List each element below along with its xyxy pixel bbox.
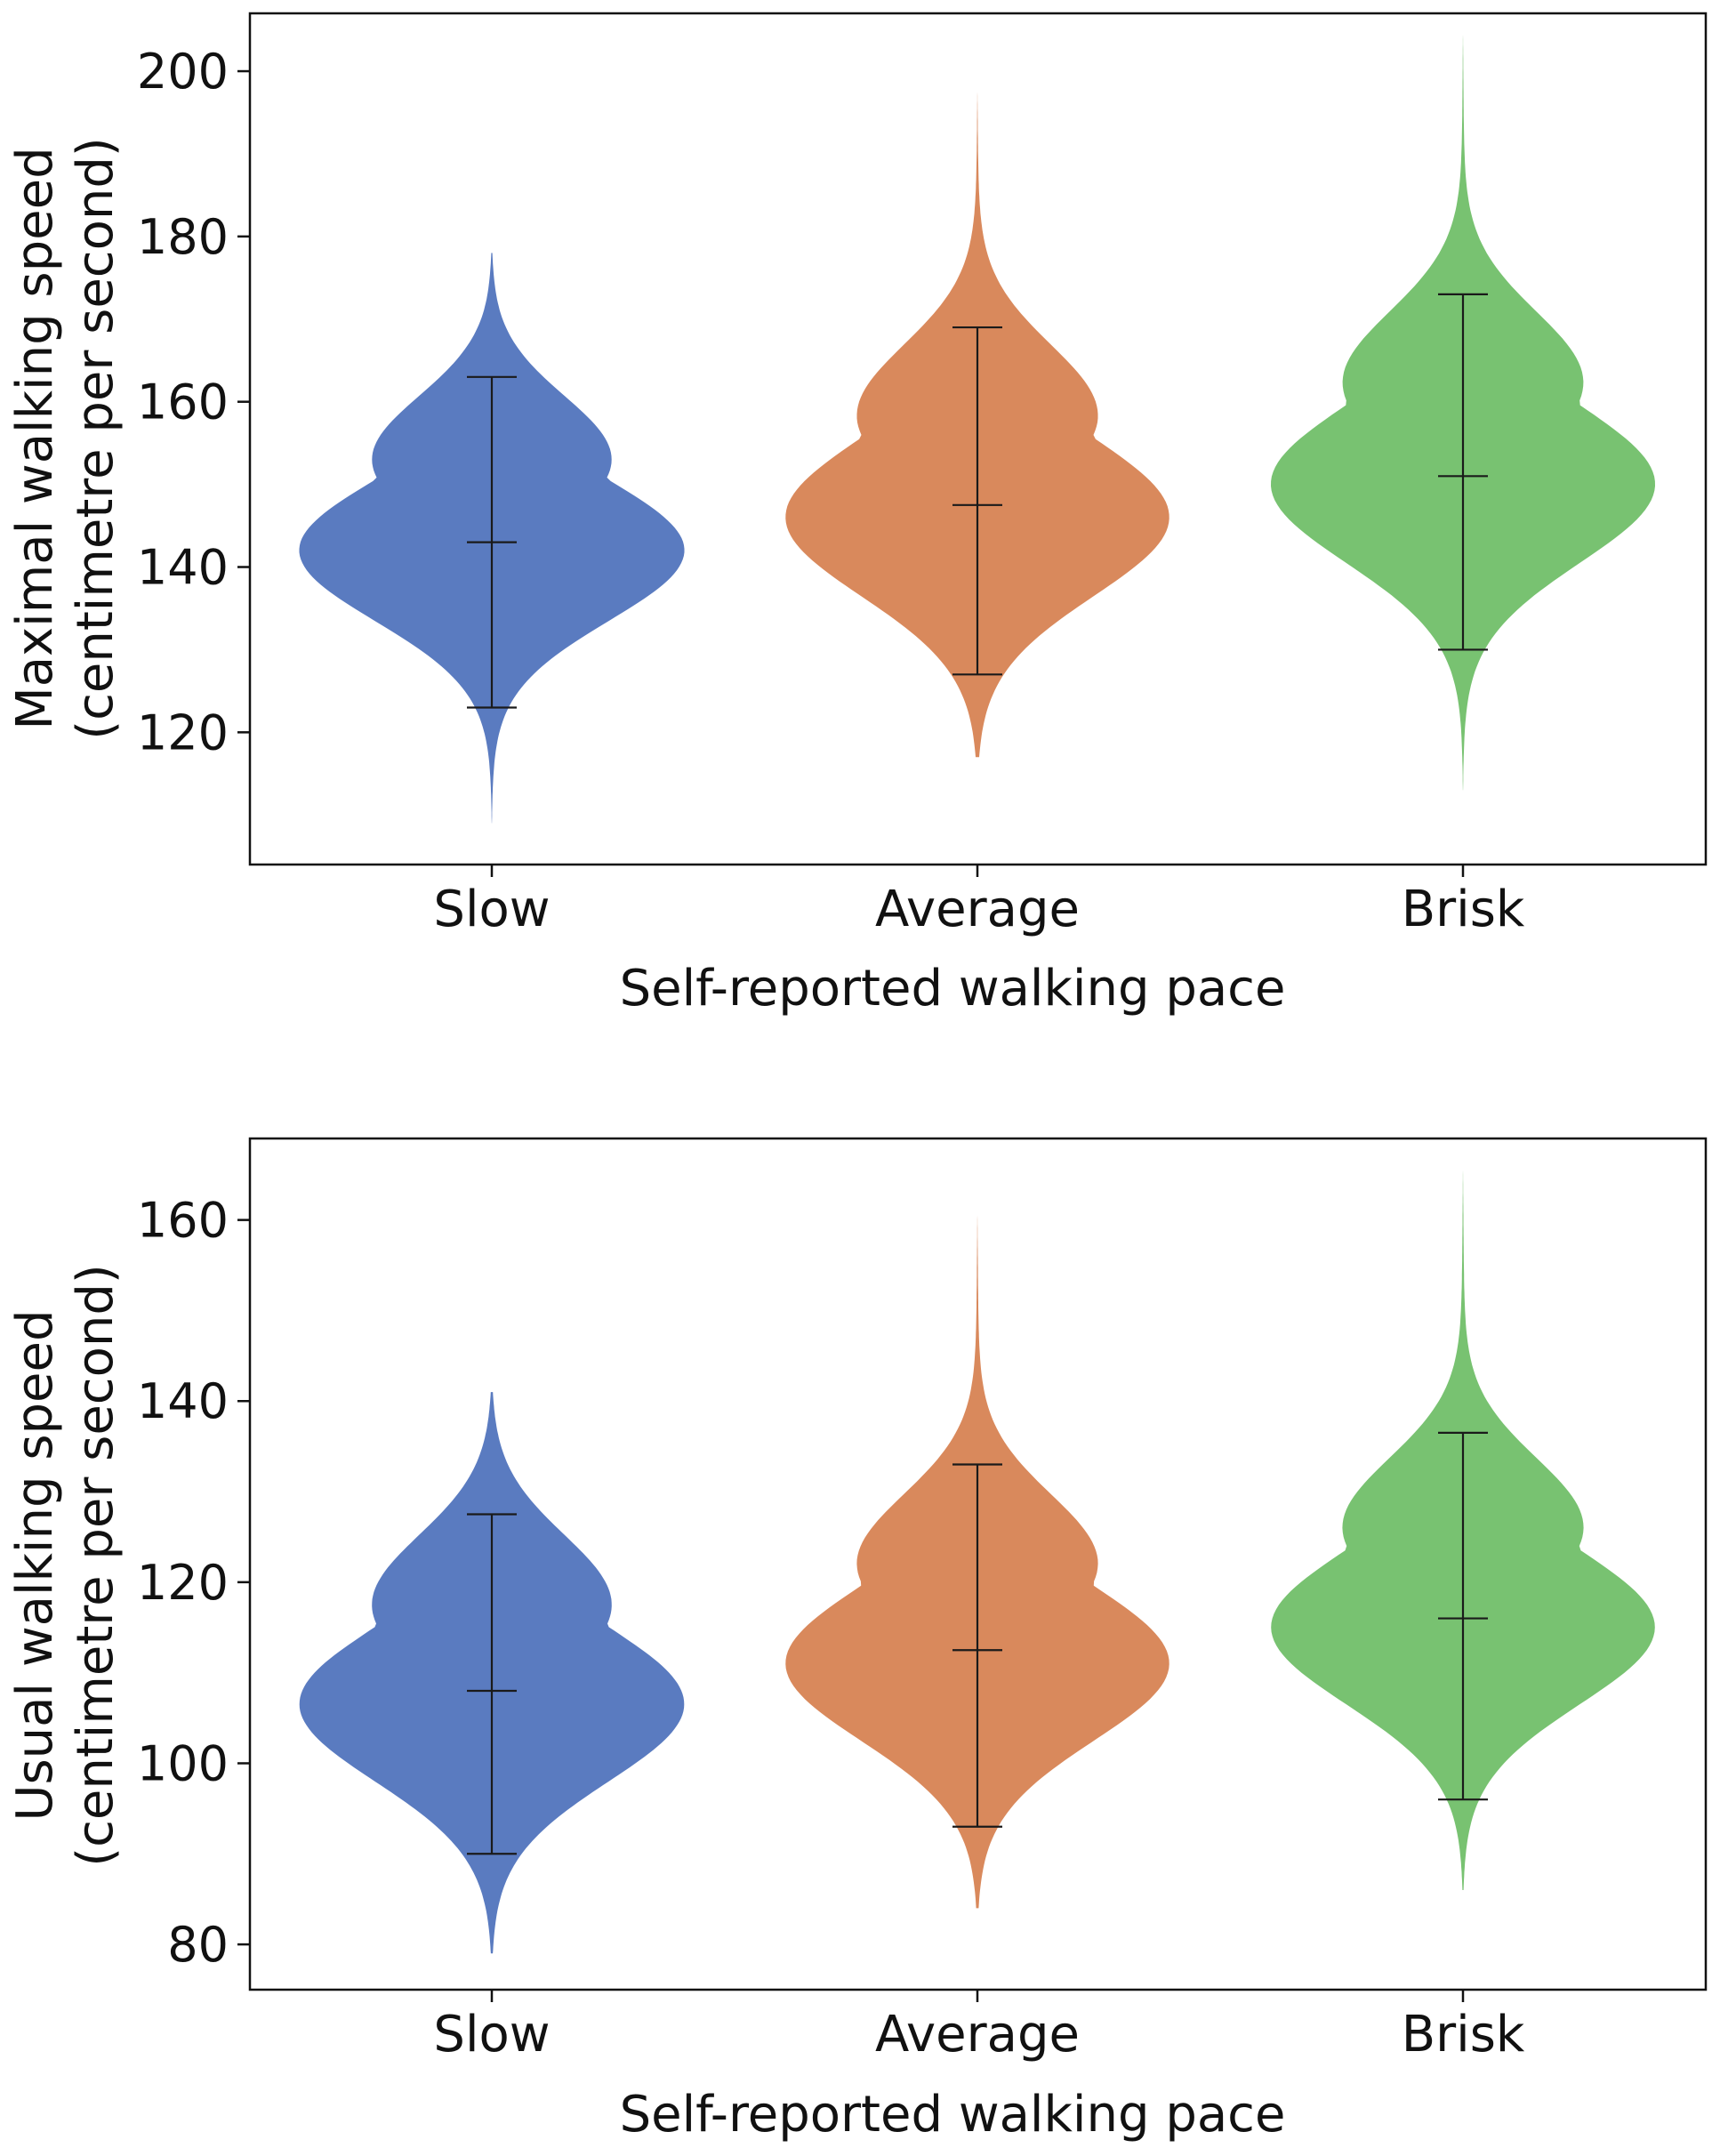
y-tick-label: 120 <box>137 1555 229 1611</box>
y-axis-label-line-2: (centimetre per second) <box>67 137 125 740</box>
y-tick-label: 160 <box>137 374 229 430</box>
x-axis-label: Self-reported walking pace <box>620 2086 1286 2144</box>
y-tick-label: 120 <box>137 704 229 760</box>
usual-speed-panel: 80 100 120 140 160 Slow Average Brisk Self-rep… <box>6 1137 1708 2144</box>
y-tick-label: 80 <box>167 1917 229 1973</box>
y-tick-label: 140 <box>137 1373 229 1429</box>
x-axis-label: Self-reported walking pace <box>620 960 1286 1018</box>
x-tick-label-brisk: Brisk <box>1402 2006 1525 2063</box>
x-tick-label-average: Average <box>875 2006 1080 2063</box>
y-axis-label-line-1: Maximal walking speed <box>6 147 64 729</box>
maximal-speed-panel: 120 140 160 180 200 Slow Average Brisk Self-re… <box>6 12 1708 1018</box>
y-tick-label: 160 <box>137 1193 229 1249</box>
y-tick-label: 200 <box>137 44 229 100</box>
y-tick-label: 140 <box>137 540 229 596</box>
x-tick-label-brisk: Brisk <box>1402 881 1525 938</box>
y-tick-label: 180 <box>137 209 229 265</box>
y-axis-label-line-2: (centimetre per second) <box>67 1264 125 1867</box>
x-tick-label-average: Average <box>875 881 1080 938</box>
x-tick-label-slow: Slow <box>433 2006 550 2063</box>
x-tick-label-slow: Slow <box>433 881 550 938</box>
y-axis-label-line-1: Usual walking speed <box>6 1309 64 1821</box>
y-tick-label: 100 <box>137 1735 229 1791</box>
